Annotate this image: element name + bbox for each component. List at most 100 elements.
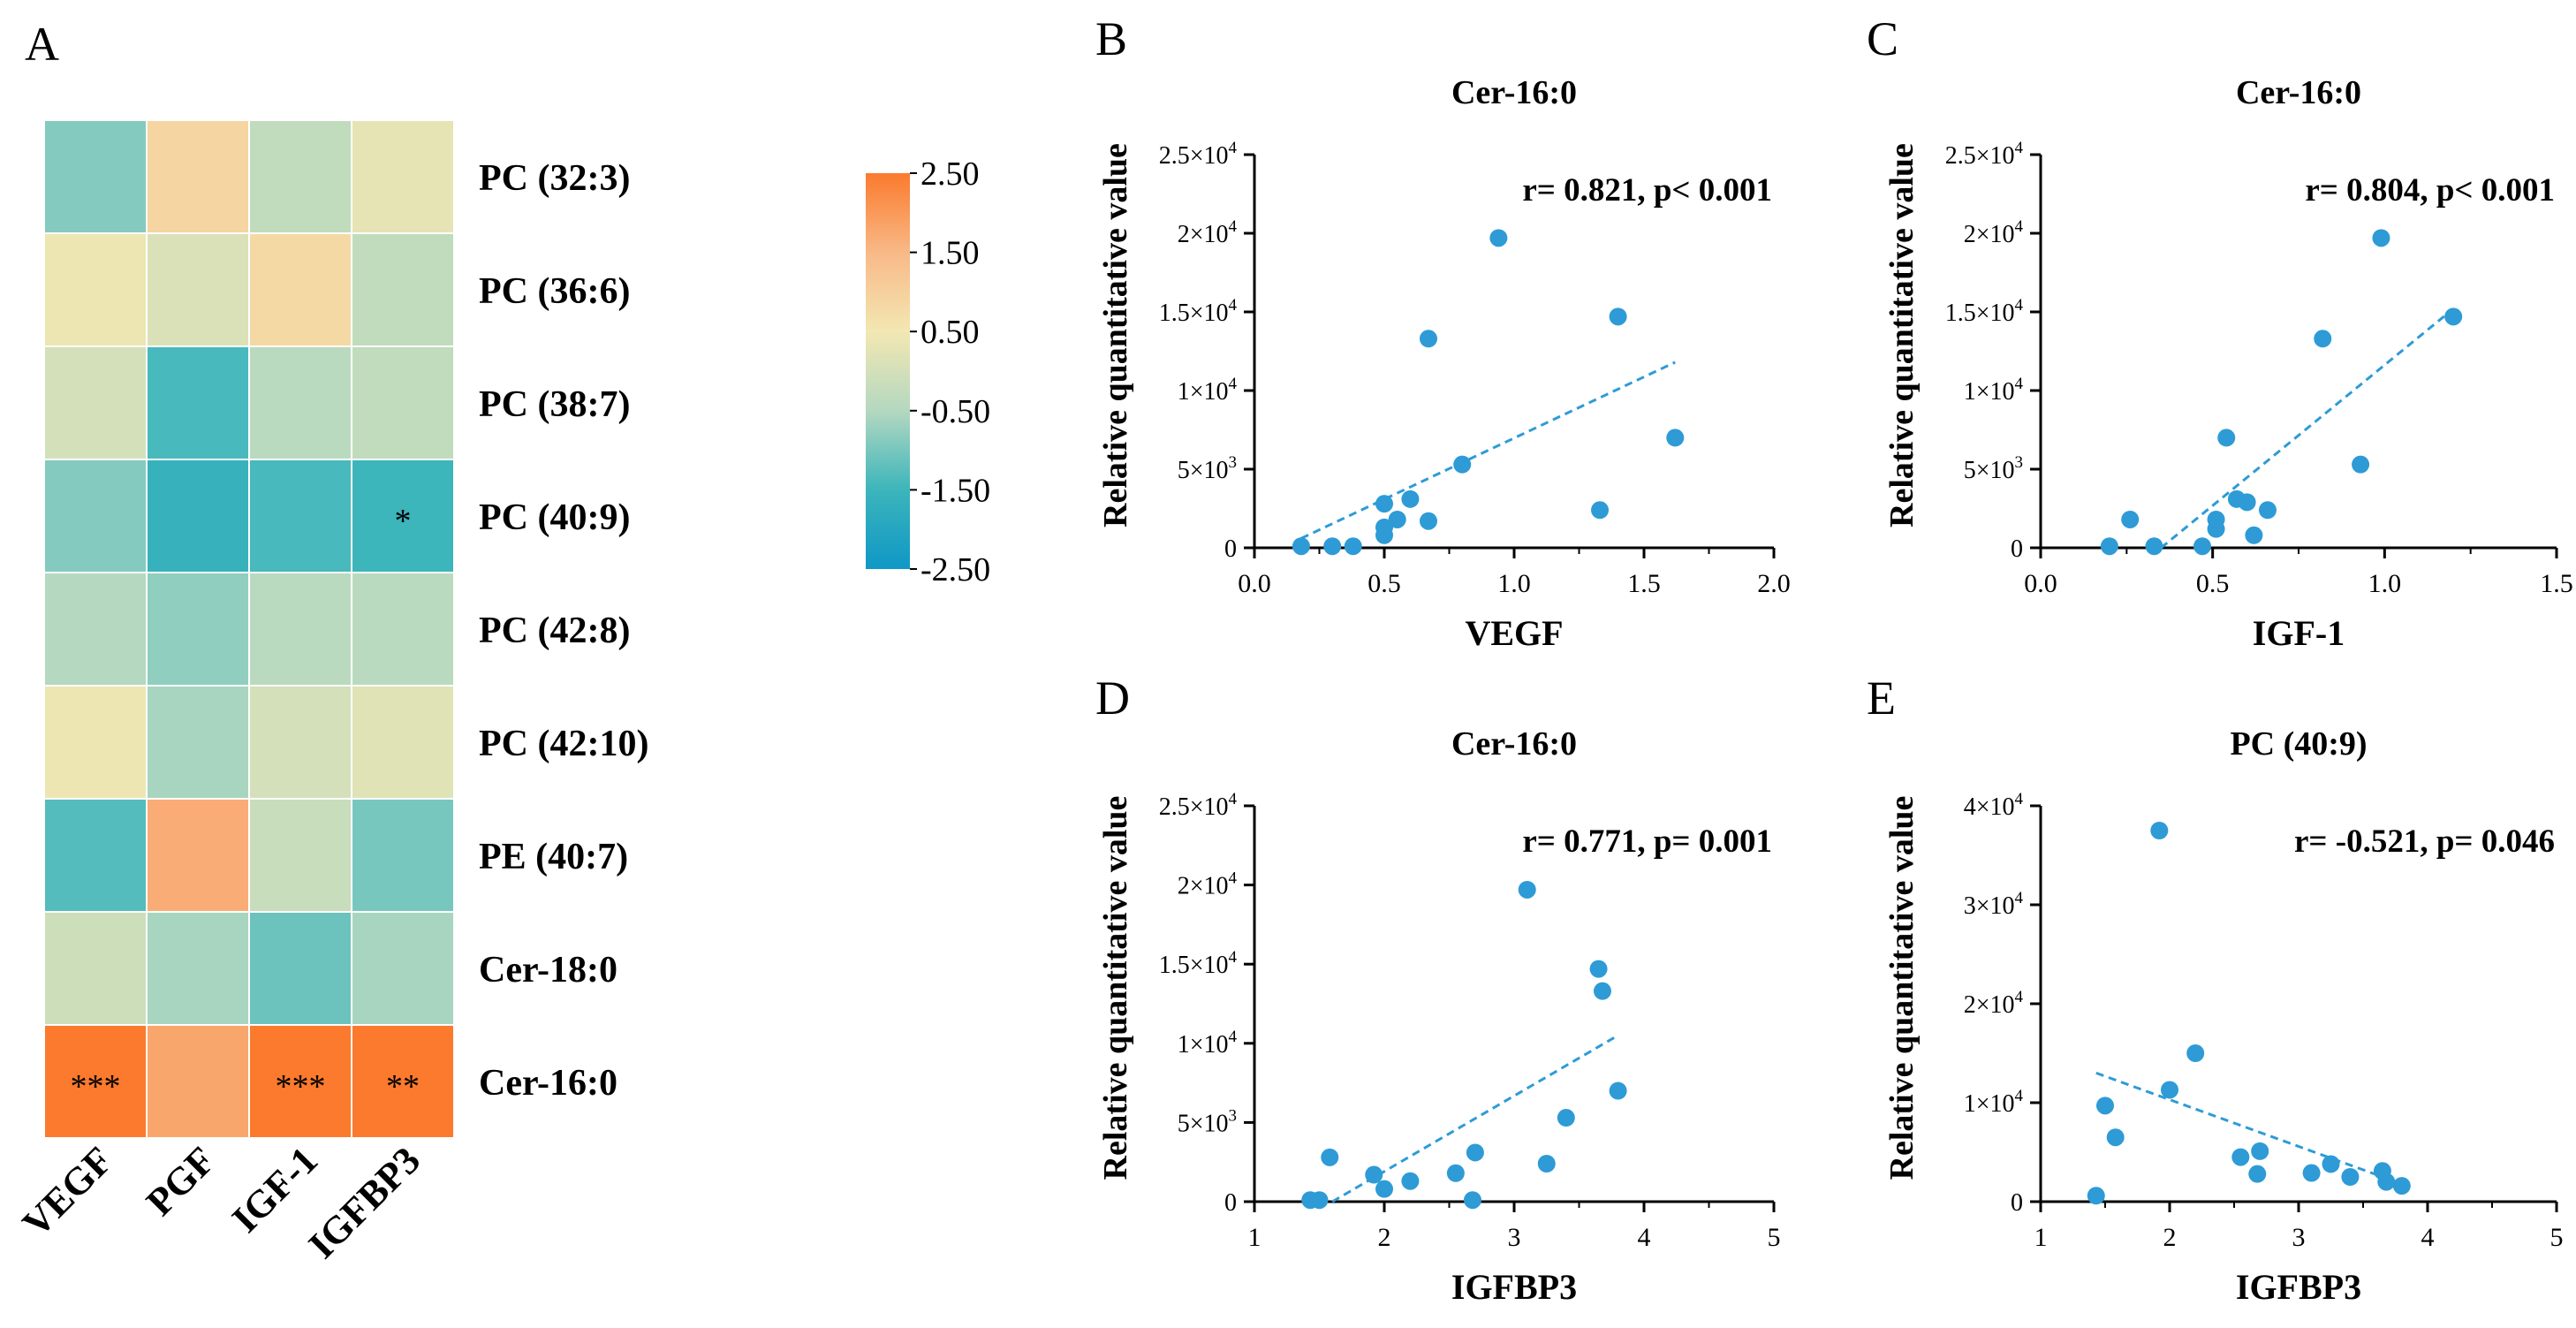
heatmap-cell [43, 911, 148, 1026]
significance-marker: *** [71, 1068, 121, 1105]
heatmap-row-label: Cer-18:0 [479, 950, 617, 990]
heatmap-row-label: Cer-16:0 [479, 1063, 617, 1104]
chart-title: Cer-16:0 [2236, 74, 2361, 111]
heatmap-cell [43, 572, 148, 687]
data-point [1609, 307, 1627, 326]
data-point [2231, 1148, 2250, 1166]
data-point [1310, 1191, 1329, 1210]
heatmap-cell [43, 1024, 148, 1139]
chart-title: Cer-16:0 [1451, 725, 1577, 763]
x-axis-label: IGFBP3 [2236, 1267, 2361, 1307]
colorbar-tick-label: -1.50 [921, 472, 990, 509]
heatmap-cell [146, 345, 250, 460]
data-point [2096, 1097, 2114, 1115]
heatmap-row-label: PC (38:7) [479, 384, 630, 425]
y-tick-label: 2.5×104 [1159, 790, 1238, 821]
heatmap-cell [351, 459, 455, 573]
heatmap-cell [351, 572, 455, 687]
heatmap-cell [43, 119, 148, 234]
panel-label-e: E [1867, 672, 1896, 725]
x-axis-label: IGFBP3 [1451, 1267, 1577, 1307]
data-point [1375, 1180, 1393, 1198]
data-point [1344, 537, 1362, 556]
x-tick-label: 3 [1508, 1223, 1521, 1252]
colorbar-tick-label: 0.50 [921, 314, 980, 351]
heatmap-cell [351, 232, 455, 347]
data-point [2251, 1142, 2269, 1160]
data-point [2392, 1177, 2411, 1195]
heatmap-cell [248, 911, 352, 1026]
y-tick-label: 3×104 [1964, 889, 2024, 920]
data-point [2106, 1128, 2125, 1147]
heatmap-cell [351, 345, 455, 460]
correlation-annotation: r= -0.521, p= 0.046 [2294, 823, 2555, 860]
data-point [2186, 1044, 2205, 1062]
data-point [2258, 501, 2277, 520]
heatmap-cell [146, 798, 250, 913]
data-point [2377, 1172, 2396, 1191]
y-tick-label: 2×104 [1964, 217, 2024, 248]
data-point [1666, 429, 1685, 447]
data-point [2193, 537, 2211, 556]
heatmap-cell [248, 345, 352, 460]
heatmap-cell [146, 232, 250, 347]
y-tick-label: 5×103 [1964, 453, 2023, 484]
colorbar-tick-label: -2.50 [921, 551, 990, 588]
heatmap-cell [43, 798, 148, 913]
y-tick-label: 1.5×104 [1159, 296, 1238, 327]
heatmap-column-label: IGFBP3 [300, 1138, 428, 1266]
heatmap-row-label: PC (42:10) [479, 724, 648, 764]
y-tick-label: 1×104 [1178, 1028, 1238, 1059]
data-point [2322, 1155, 2340, 1173]
y-tick-label: 1.5×104 [1945, 296, 2024, 327]
significance-marker: *** [276, 1068, 326, 1105]
data-point [1321, 1148, 1339, 1166]
x-tick-label: 1.0 [1497, 569, 1531, 598]
data-point [1589, 960, 1608, 978]
data-point [2352, 455, 2370, 474]
data-point [1453, 455, 1472, 474]
heatmap-row-label: PC (36:6) [479, 271, 630, 312]
y-tick-label: 2×104 [1178, 869, 1238, 900]
x-tick-label: 4 [1638, 1223, 1651, 1252]
x-tick-label: 0.0 [1238, 569, 1271, 598]
x-tick-label: 0.5 [1368, 569, 1401, 598]
data-point [1323, 537, 1342, 556]
panel-label-b: B [1095, 12, 1127, 65]
data-point [2248, 1165, 2267, 1183]
data-point [1419, 330, 1437, 348]
heatmap-cell [351, 911, 455, 1026]
correlation-annotation: r= 0.771, p= 0.001 [1522, 823, 1772, 860]
data-point [1401, 1172, 1420, 1190]
data-point [2161, 1081, 2178, 1099]
y-tick-label: 2×104 [1178, 217, 1238, 248]
data-point [2245, 526, 2263, 544]
data-point [2100, 537, 2118, 556]
data-point [2217, 429, 2236, 447]
colorbar-tick-label: -0.50 [921, 393, 990, 430]
colorbar [866, 173, 910, 569]
heatmap-column-label: VEGF [14, 1138, 121, 1245]
data-point [1557, 1109, 1575, 1127]
data-point [2238, 493, 2256, 512]
x-tick-label: 1 [1248, 1223, 1261, 1252]
heatmap-column-label: PGF [138, 1138, 224, 1224]
heatmap-cell [146, 1024, 250, 1139]
heatmap-cell [43, 345, 148, 460]
regression-line [2160, 307, 2455, 550]
y-axis-label: Relative quantitative value [1097, 143, 1134, 527]
chart-title: PC (40:9) [2230, 725, 2367, 763]
x-tick-label: 1.5 [2540, 569, 2573, 598]
data-point [2087, 1187, 2105, 1205]
heatmap-cell [43, 685, 148, 800]
chart-title: Cer-16:0 [1451, 74, 1577, 111]
heatmap-cell [248, 459, 352, 573]
x-tick-label: 0.5 [2196, 569, 2230, 598]
data-point [1375, 495, 1393, 513]
data-point [1593, 982, 1611, 1000]
y-axis-label: Relative quantitative value [1883, 796, 1921, 1180]
heatmap-cell [248, 685, 352, 800]
data-point [1292, 537, 1310, 556]
heatmap-cell [351, 1024, 455, 1139]
y-tick-label: 1×104 [1964, 375, 2024, 406]
